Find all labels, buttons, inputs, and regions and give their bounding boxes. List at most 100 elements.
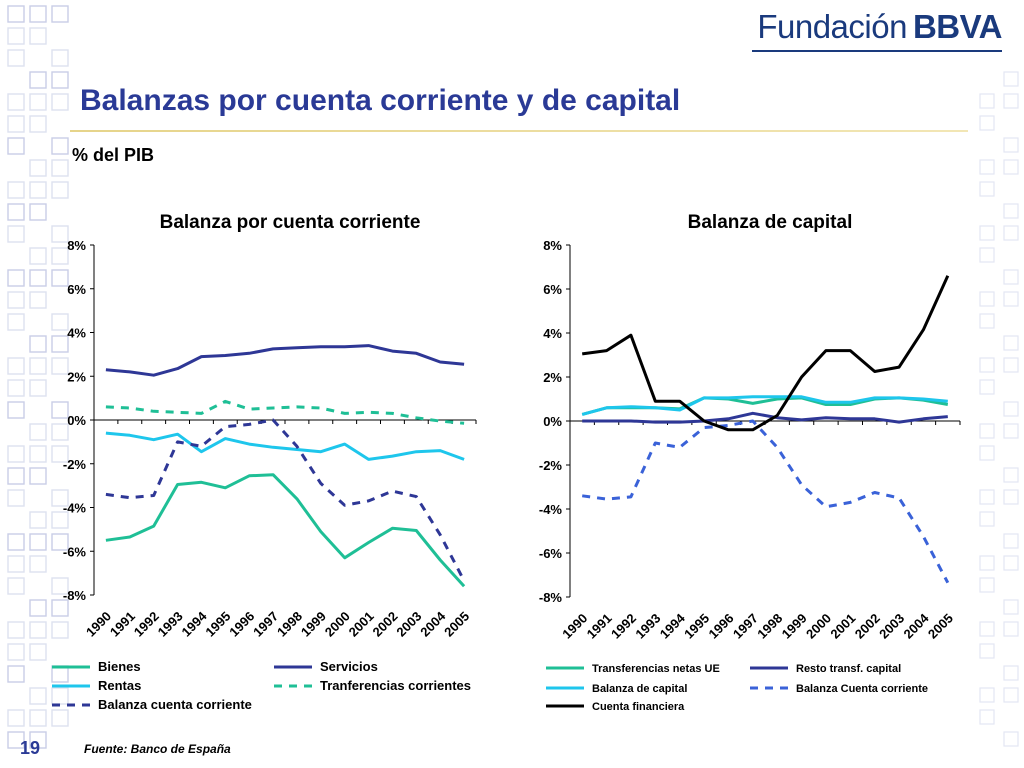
bg-tile [979,93,995,109]
bg-tile [979,181,995,197]
bg-tile [1003,423,1019,439]
x-tick-label: 1990 [559,611,590,642]
bg-tile [7,225,25,243]
bg-tile [1003,533,1019,549]
brand-bold: BBVA [912,8,1003,45]
bg-tile [29,159,47,177]
bg-tile [1003,401,1019,417]
bg-tile [979,291,995,307]
chart-title-capital: Balanza de capital [687,212,853,233]
bg-tile [1003,555,1019,571]
bg-tile [29,709,47,727]
bg-tile [979,313,995,329]
bg-tile [7,401,25,419]
legend-label: Tranferencias corrientes [320,678,471,693]
bg-tile [29,335,47,353]
y-tick-label: -4% [539,502,563,517]
y-tick-label: -2% [63,457,87,472]
bg-tile [51,159,69,177]
bg-tile [7,489,25,507]
x-tick-label: 1993 [632,611,663,642]
bg-tile [7,445,25,463]
bg-tile [979,225,995,241]
title-divider [70,130,968,132]
bg-tile [7,357,25,375]
bg-tile [29,445,47,463]
bg-tile [51,423,69,441]
bg-tile [7,709,25,727]
bg-tile [979,357,995,373]
legend-label: Resto transf. capital [796,663,901,675]
bg-tile [979,621,995,637]
x-tick-label: 2001 [827,611,858,642]
series-line-1 [105,473,466,588]
bg-tile [1003,203,1019,219]
bg-tile [51,313,69,331]
brand-prefix: Fundación [757,8,907,45]
legend-label: Transferencias netas UE [592,663,720,675]
bg-tile [29,269,47,287]
bg-tile [7,49,25,67]
brand-logo: Fundación BBVA [757,8,1002,46]
bg-tile [1003,335,1019,351]
x-tick-label: 1992 [608,611,639,642]
x-tick-label: 1998 [754,611,785,642]
series-line-5 [581,275,950,432]
x-tick-label: 1997 [730,611,761,642]
bg-tile [29,731,47,749]
x-tick-label: 1994 [657,610,689,642]
y-tick-label: 4% [67,326,86,341]
bg-tile [1003,357,1019,373]
bg-tile [51,401,69,419]
bg-tile [7,93,25,111]
bg-tile [51,269,69,287]
bg-tile [1003,137,1019,153]
bg-tile [7,577,25,595]
bg-tile [7,643,25,661]
bg-tile [979,445,995,461]
bg-tile [7,269,25,287]
y-tick-label: 0% [543,414,562,429]
bg-tile [29,5,47,23]
legend-label: Balanza cuenta corriente [98,697,252,712]
y-tick-label: -8% [539,590,563,605]
legend-label: Servicios [320,659,378,674]
bg-tile [29,467,47,485]
bg-tile [979,489,995,505]
x-tick-label: 2003 [876,611,907,642]
y-tick-label: 2% [543,370,562,385]
series-line-4 [105,399,465,425]
x-tick-label: 1991 [584,611,615,642]
series-line-3 [581,395,948,416]
bg-tile [1003,159,1019,175]
bg-tile [979,115,995,131]
bg-tile [29,687,47,705]
bg-tile [1003,225,1019,241]
bg-tile [979,423,995,439]
x-tick-label: 2000 [803,611,834,642]
series-line-2 [105,344,465,377]
bg-tile [51,335,69,353]
bg-tile [979,643,995,659]
y-tick-label: -8% [63,588,87,603]
bg-tile [51,511,69,529]
bg-tile [29,93,47,111]
bg-tile [979,511,995,527]
bg-tile [7,467,25,485]
page-subtitle: % del PIB [72,145,155,165]
bg-tile [7,621,25,639]
legend-label: Balanza de capital [592,683,687,695]
bg-tile [1003,93,1019,109]
y-tick-label: 8% [543,238,562,253]
x-tick-label: 1995 [681,611,712,642]
bg-tile [29,511,47,529]
brand-underline [752,50,1002,52]
bg-tile [1003,467,1019,483]
x-tick-label: 1999 [779,611,810,642]
y-tick-label: 6% [543,282,562,297]
bg-tile [29,357,47,375]
bg-tile [1003,731,1019,747]
legend-label: Cuenta financiera [592,701,685,713]
